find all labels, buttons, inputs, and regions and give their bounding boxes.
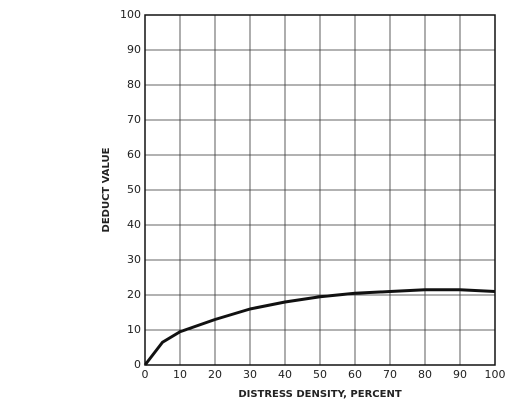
y-tick-label: 100 [120,8,141,21]
x-tick-label: 90 [453,368,467,381]
plot-frame [144,14,496,366]
y-tick-label: 0 [134,358,141,371]
x-tick-label: 30 [243,368,257,381]
x-tick-label: 70 [383,368,397,381]
x-tick-label: 10 [173,368,187,381]
x-tick-label: 100 [485,368,505,381]
y-tick-label: 70 [127,113,141,126]
x-axis-title: DISTRESS DENSITY, PERCENT [238,389,402,400]
y-tick-label: 60 [127,148,141,161]
x-tick-label: 60 [348,368,362,381]
x-tick-label: 0 [142,368,149,381]
y-tick-label: 90 [127,43,141,56]
y-tick-label: 30 [127,253,141,266]
y-tick-label: 50 [127,183,141,196]
x-tick-label: 80 [418,368,432,381]
y-axis-title: DEDUCT VALUE [101,147,112,232]
x-tick-label: 50 [313,368,327,381]
x-tick-label: 20 [208,368,222,381]
y-tick-label: 20 [127,288,141,301]
y-tick-label: 40 [127,218,141,231]
x-tick-label: 40 [278,368,292,381]
data-line [143,288,496,366]
y-tick-label: 10 [127,323,141,336]
y-tick-label: 80 [127,78,141,91]
